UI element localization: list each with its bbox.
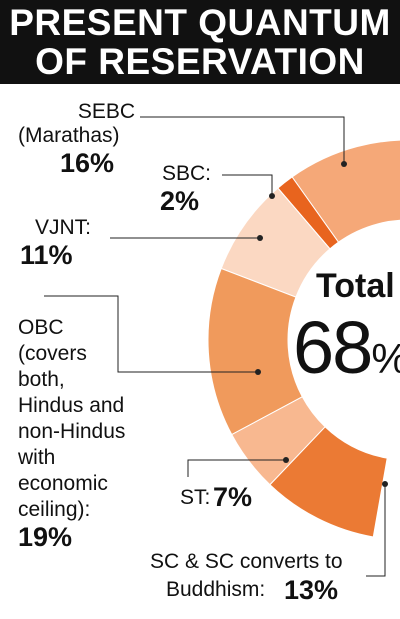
donut-slices — [207, 139, 400, 538]
label-sc-line-2: Buddhism: — [166, 578, 266, 601]
label-vjnt: VJNT: — [35, 216, 92, 239]
leader-line-1 — [222, 174, 273, 196]
leader-dot-4 — [283, 457, 289, 463]
label-st: ST: — [180, 486, 211, 509]
donut-chart — [44, 116, 400, 577]
value-sebc: 16% — [60, 148, 115, 178]
label-obc-line-2: (covers — [18, 342, 87, 365]
total-number: 68 — [293, 306, 373, 389]
label-obc-line-5: non-Hindus — [18, 420, 126, 443]
leader-line-5 — [366, 484, 386, 577]
leader-line-0 — [140, 116, 345, 164]
leader-dot-2 — [257, 235, 263, 241]
label-sbc: SBC: — [162, 162, 212, 185]
value-vjnt: 11% — [20, 240, 73, 270]
title-banner: PRESENT QUANTUM OF RESERVATION — [0, 0, 400, 84]
leader-dot-5 — [382, 481, 388, 487]
label-obc-line-3: both, — [18, 368, 65, 391]
label-obc-line-6: with — [18, 446, 56, 469]
leader-dot-3 — [255, 369, 261, 375]
leader-line-4 — [187, 459, 286, 477]
label-obc-line-4: Hindus and — [18, 394, 125, 417]
value-sbc: 2% — [160, 186, 200, 216]
value-obc: 19% — [18, 522, 73, 552]
label-sebc-line-2: (Marathas) — [18, 124, 120, 147]
label-obc-line-7: economic — [18, 472, 108, 495]
leader-dot-0 — [341, 161, 347, 167]
leader-line-3 — [44, 295, 258, 373]
label-obc-line-8: ceiling): — [18, 498, 91, 521]
label-sc-line-1: SC & SC converts to — [150, 550, 343, 573]
title-line-1: PRESENT QUANTUM — [9, 2, 391, 43]
slice-5 — [269, 426, 388, 538]
label-obc-line-1: OBC — [18, 316, 64, 339]
leader-dot-1 — [269, 193, 275, 199]
leader-lines — [44, 116, 388, 577]
value-st: 7% — [213, 482, 253, 512]
label-sebc-line-1: SEBC — [77, 100, 135, 123]
total-label: Total — [316, 267, 395, 305]
label-sebc: SEBC — [71, 100, 135, 124]
value-sc: 13% — [284, 575, 339, 605]
title-line-2: OF RESERVATION — [35, 41, 365, 82]
total-percent-sign: % — [371, 335, 400, 382]
total-value: 68% — [293, 308, 400, 399]
